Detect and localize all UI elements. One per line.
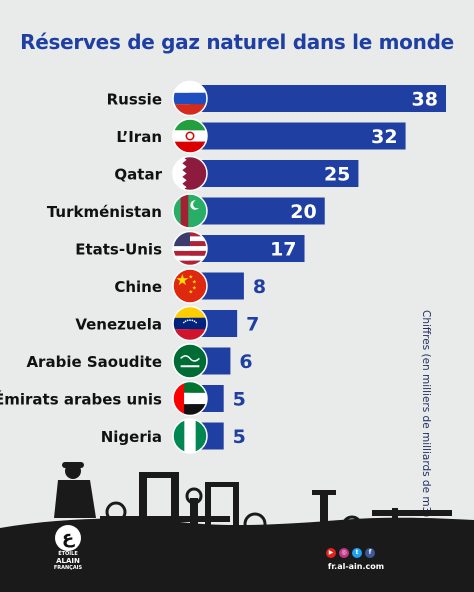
svg-text:★: ★ xyxy=(175,271,189,289)
value-label: 32 xyxy=(371,126,397,148)
instagram-icon[interactable]: ◎ xyxy=(339,548,349,558)
twitter-icon[interactable]: t xyxy=(352,548,362,558)
svg-text:★: ★ xyxy=(192,285,197,291)
category-label: Venezuela xyxy=(75,316,162,334)
chart-title: Réserves de gaz naturel dans le monde xyxy=(20,30,454,54)
category-label: Russie xyxy=(107,91,162,109)
value-label: 6 xyxy=(239,351,252,373)
turkmenistan-flag-icon xyxy=(173,194,207,228)
saudi-arabia-flag-icon xyxy=(173,344,207,378)
russia-flag-icon xyxy=(173,81,207,116)
brand-top: ÉTOILE xyxy=(58,551,78,557)
brand-name: ALAIN xyxy=(56,557,80,565)
bar-3 xyxy=(190,197,325,225)
qatar-flag-icon xyxy=(173,156,207,191)
brand-sub: FRANÇAIS xyxy=(53,565,83,571)
category-label: Qatar xyxy=(114,166,162,184)
svg-text:★: ★ xyxy=(192,279,197,285)
uae-flag-icon xyxy=(173,381,207,416)
value-label: 5 xyxy=(233,389,246,411)
category-label: L’Iran xyxy=(116,128,162,146)
nigeria-flag-icon xyxy=(173,419,207,453)
youtube-icon[interactable]: ▶ xyxy=(326,548,336,558)
bar-4 xyxy=(190,235,305,262)
value-label: 38 xyxy=(412,89,438,111)
bar-0 xyxy=(190,85,446,112)
category-label: Chine xyxy=(114,278,162,296)
category-label: Arabie Saoudite xyxy=(26,353,162,371)
value-label: 20 xyxy=(290,201,316,223)
category-label: Turkménistan xyxy=(47,203,162,221)
brand-symbol-icon: ع xyxy=(55,525,81,551)
bar-2 xyxy=(190,160,359,187)
svg-text:★: ★ xyxy=(188,290,193,296)
bar-chart: Russie 38 L’Iran 32 Qatar 25 Turkménistan 20 Eta… xyxy=(0,80,446,454)
facebook-icon[interactable]: f xyxy=(365,548,375,558)
venezuela-flag-icon xyxy=(173,306,207,341)
value-label: 8 xyxy=(253,276,266,298)
value-label: 17 xyxy=(270,239,296,261)
bar-1 xyxy=(190,122,406,150)
social-icons: ▶ ◎ t f xyxy=(326,548,375,558)
website-link[interactable]: fr.al-ain.com xyxy=(327,562,385,571)
pipeline-silhouette xyxy=(0,462,474,592)
brand-logo: ع ÉTOILE ALAIN FRANÇAIS xyxy=(46,525,90,571)
iran-flag-icon xyxy=(173,119,207,153)
value-label: 25 xyxy=(324,164,350,186)
category-label: Etats-Unis xyxy=(75,241,162,259)
value-label: 5 xyxy=(233,426,246,448)
svg-text:★: ★ xyxy=(188,274,193,280)
value-label: 7 xyxy=(246,314,259,336)
category-label: Nigeria xyxy=(101,428,162,446)
category-label: Émirats arabes unis xyxy=(0,390,162,409)
china-flag-icon: ★ ★★★★ xyxy=(173,269,207,303)
